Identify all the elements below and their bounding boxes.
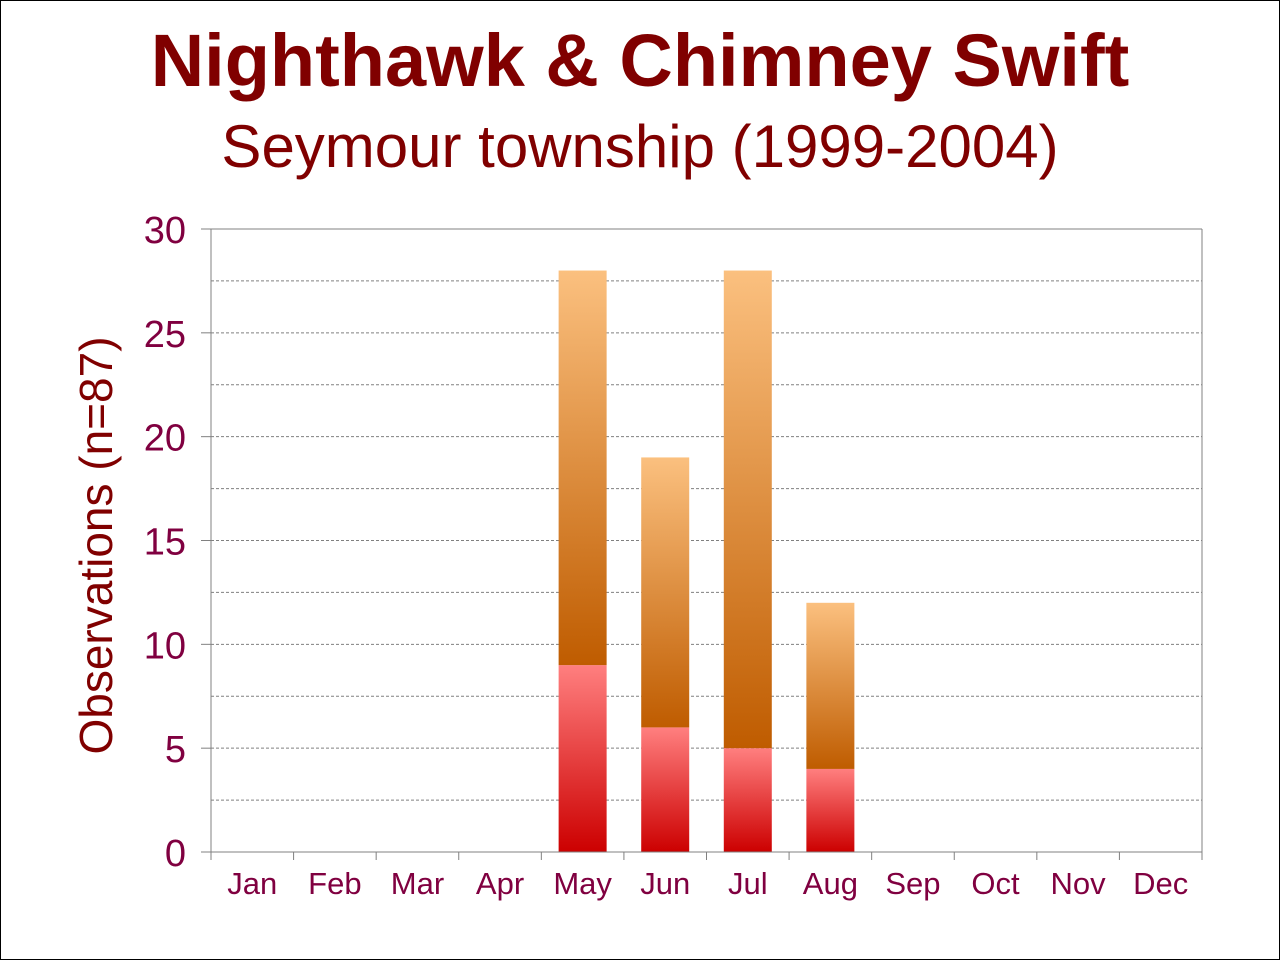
y-tick-label: 0 — [165, 833, 186, 875]
y-tick-label: 30 — [144, 210, 186, 252]
x-tick-label: Apr — [476, 866, 524, 901]
x-tick-label: Aug — [803, 866, 858, 901]
x-tick-label: Nov — [1051, 866, 1107, 901]
chart-title: Nighthawk & Chimney Swift — [150, 19, 1130, 102]
y-tick-label: 15 — [144, 522, 186, 564]
bars — [558, 270, 855, 852]
axis-labels: 0 5 10 15 20 25 30 Jan Feb Mar Apr May Jun Jul Aug Sep O… — [70, 210, 1188, 901]
x-tick-label: Dec — [1133, 866, 1188, 901]
bar-jul-series-2 — [723, 270, 772, 749]
bar-may-series-1 — [558, 665, 607, 852]
bar-jun-series-1 — [641, 727, 690, 852]
x-tick-label: Jul — [728, 866, 768, 901]
bar-jun-series-2 — [641, 457, 690, 728]
y-axis-title: Observations (n=87) — [70, 336, 122, 754]
chart-subtitle: Seymour township (1999-2004) — [221, 113, 1059, 180]
x-tick-label: Jan — [227, 866, 277, 901]
bar-may-series-2 — [558, 270, 607, 666]
x-tick-label: Feb — [308, 866, 361, 901]
x-tick-label: Oct — [971, 866, 1020, 901]
axes — [201, 228, 1203, 860]
x-tick-label: Sep — [885, 866, 940, 901]
y-tick-label: 25 — [144, 314, 186, 356]
bar-aug-series-1 — [806, 768, 855, 852]
x-tick-label: May — [553, 866, 612, 901]
x-tick-label: Mar — [391, 866, 444, 901]
bar-jul-series-1 — [723, 748, 772, 852]
y-tick-label: 10 — [144, 625, 186, 667]
bar-aug-series-2 — [806, 602, 855, 769]
y-tick-label: 5 — [165, 729, 186, 771]
x-tick-label: Jun — [640, 866, 690, 901]
y-tick-label: 20 — [144, 418, 186, 460]
gridlines — [211, 280, 1202, 801]
